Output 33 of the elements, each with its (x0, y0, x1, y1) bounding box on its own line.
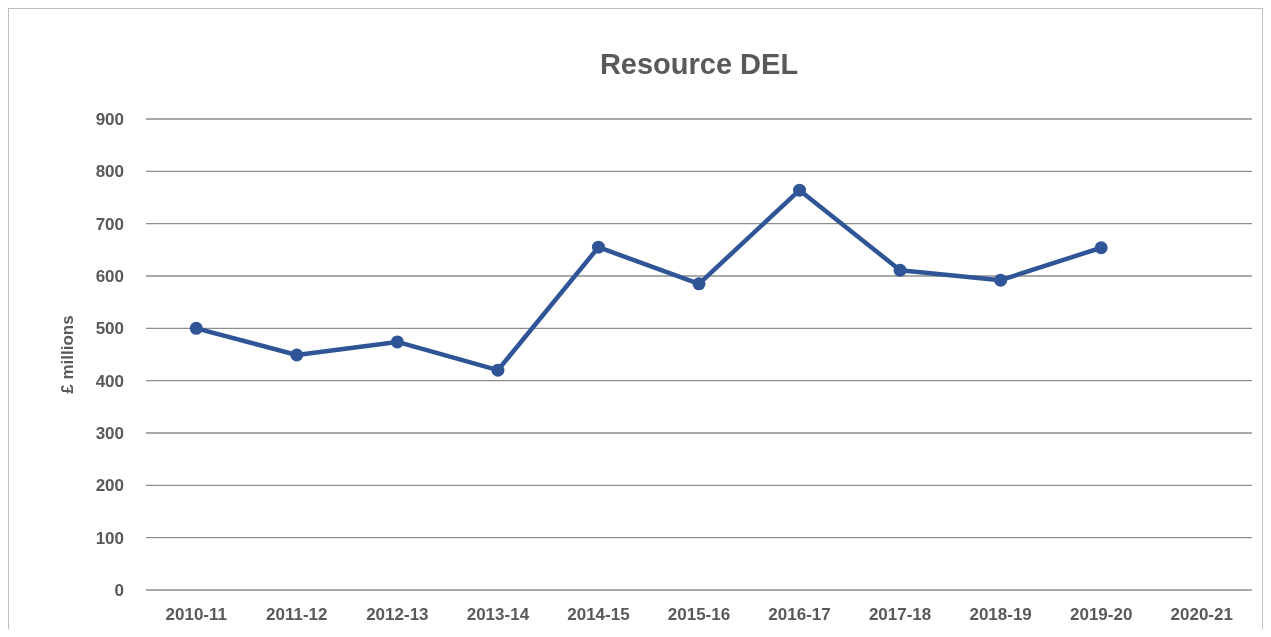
y-tick-label: 800 (95, 162, 124, 182)
y-tick-label: 600 (95, 266, 124, 286)
point (390, 335, 404, 349)
point (893, 263, 907, 277)
chart-title: Resource DEL (599, 48, 799, 80)
y-tick-label: 500 (95, 319, 124, 339)
y-tick-label: 700 (95, 214, 124, 234)
x-tick-label: 2010-11 (165, 605, 227, 624)
x-tick-label: 2012-13 (366, 605, 429, 624)
x-tick-label: 2011-12 (266, 605, 328, 624)
x-tick-label: 2013-14 (466, 605, 530, 624)
x-tick-label: 2016-17 (768, 605, 831, 624)
x-tick-label: 2015-16 (667, 605, 731, 624)
y-axis-title: £ millions (58, 315, 77, 394)
x-tick-label: 2014-15 (567, 605, 630, 624)
point (1094, 241, 1108, 255)
x-tick-label: 2017-18 (868, 605, 932, 624)
point (189, 321, 203, 335)
x-tick-label: 2020-21 (1170, 605, 1233, 624)
y-tick-label: 200 (95, 476, 124, 496)
y-tick-label: 900 (95, 109, 124, 129)
y-tick-label: 400 (95, 371, 124, 391)
point (491, 363, 505, 377)
x-tick-label: 2019-20 (1069, 605, 1133, 624)
point (591, 240, 605, 254)
y-tick-label: 100 (95, 528, 124, 548)
point (692, 277, 706, 291)
point (290, 348, 304, 362)
y-tick-label: 300 (95, 423, 124, 443)
point (793, 183, 807, 197)
x-tick-label: 2018-19 (969, 605, 1032, 624)
y-tick-label: 0 (114, 580, 124, 600)
point (994, 273, 1008, 287)
